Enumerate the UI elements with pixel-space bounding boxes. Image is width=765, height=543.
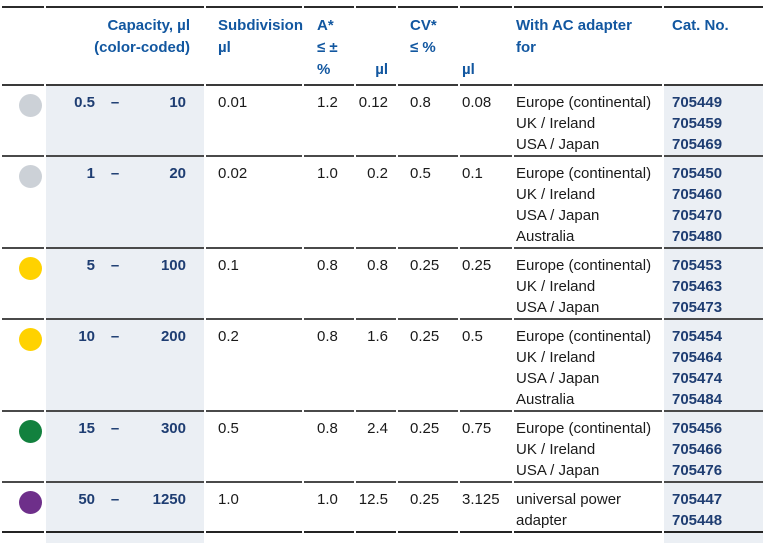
subdivision-cell: 0.02: [206, 157, 302, 249]
capacity-min: 1: [86, 165, 95, 182]
cat-no-cell: 705454 705464 705474 705484: [664, 320, 763, 412]
color-code-dot-icon: [19, 328, 42, 351]
col-header-ac-adapter: With AC adapter for: [514, 6, 662, 86]
adapter-cell: Europe (continental) UK / Ireland USA / …: [514, 320, 662, 412]
capacity-range-cell: 15 – 300: [46, 412, 204, 483]
capacity-min: 10: [78, 328, 95, 345]
adapter-cell: Europe (continental) UK / Ireland USA / …: [514, 412, 662, 483]
col-header-accuracy-ul: µl: [356, 6, 396, 86]
cat-no-cell: 705449 705459 705469: [664, 86, 763, 157]
color-code-dot-icon: [19, 94, 42, 117]
capacity-max: 1250: [152, 491, 186, 508]
cv-percent-cell: 0.8: [398, 86, 458, 157]
range-dash: –: [110, 491, 120, 508]
table-row: 15 – 300 0.5 0.8 2.4 0.25 0.75 Europe (c…: [2, 412, 763, 483]
accuracy-percent-cell: 1.2: [304, 86, 354, 157]
specification-table: Capacity, µl (color-coded) Subdivision µ…: [0, 6, 765, 543]
col-header-accuracy: A* ≤ ± %: [304, 6, 354, 86]
color-dot-cell: [2, 412, 44, 483]
cv-percent-cell: 0.25: [398, 412, 458, 483]
accuracy-percent-cell: 1.0: [304, 483, 354, 533]
color-code-dot-icon: [19, 257, 42, 280]
color-code-dot-icon: [19, 165, 42, 188]
cv-percent-cell: 0.25: [398, 249, 458, 320]
cat-no-cell: 705450 705460 705470 705480: [664, 157, 763, 249]
table-row: 50 – 1250 1.0 1.0 12.5 0.25 3.125 univer…: [2, 483, 763, 533]
adapter-cell: Europe (continental) UK / Ireland USA / …: [514, 249, 662, 320]
col-header-cv-ul: µl: [460, 6, 512, 86]
cat-no-cell: 705453 705463 705473: [664, 249, 763, 320]
capacity-range-cell: 0.5 – 10: [46, 86, 204, 157]
subdivision-cell: 0.1: [206, 249, 302, 320]
color-dot-cell: [2, 86, 44, 157]
range-dash: –: [110, 94, 120, 111]
col-header-cv: CV* ≤ %: [398, 6, 458, 86]
accuracy-ul-cell: 1.6: [356, 320, 396, 412]
accuracy-percent-cell: 1.0: [304, 157, 354, 249]
cv-percent-cell: 0.5: [398, 157, 458, 249]
color-dot-cell: [2, 249, 44, 320]
cv-ul-cell: 0.1: [460, 157, 512, 249]
accuracy-ul-cell: 0.8: [356, 249, 396, 320]
color-dot-cell: [2, 157, 44, 249]
col-header-cat-no: Cat. No.: [664, 6, 763, 86]
table-row: 0.5 – 10 0.01 1.2 0.12 0.8 0.08 Europe (…: [2, 86, 763, 157]
col-header-color-dot: [2, 6, 44, 86]
adapter-cell: Europe (continental) UK / Ireland USA / …: [514, 86, 662, 157]
capacity-max: 10: [169, 94, 186, 111]
cv-ul-cell: 0.5: [460, 320, 512, 412]
capacity-max: 200: [160, 328, 186, 345]
cv-ul-cell: 3.125: [460, 483, 512, 533]
subdivision-cell: 1.0: [206, 483, 302, 533]
accuracy-percent-cell: 0.8: [304, 320, 354, 412]
cv-percent-cell: 0.25: [398, 320, 458, 412]
cat-no-cell: 705456 705466 705476: [664, 412, 763, 483]
cat-no-cell: 705447 705448: [664, 483, 763, 533]
adapter-cell: Europe (continental) UK / Ireland USA / …: [514, 157, 662, 249]
color-code-dot-icon: [19, 420, 42, 443]
table-row: 1 – 20 0.02 1.0 0.2 0.5 0.1 Europe (cont…: [2, 157, 763, 249]
subdivision-cell: 0.5: [206, 412, 302, 483]
cv-ul-cell: 0.08: [460, 86, 512, 157]
capacity-max: 20: [169, 165, 186, 182]
capacity-range-cell: 5 – 100: [46, 249, 204, 320]
col-header-capacity: Capacity, µl (color-coded): [46, 6, 204, 86]
accuracy-ul-cell: 0.2: [356, 157, 396, 249]
range-dash: –: [110, 328, 120, 345]
accuracy-ul-cell: 2.4: [356, 412, 396, 483]
capacity-range-cell: 10 – 200: [46, 320, 204, 412]
capacity-range-cell: 1 – 20: [46, 157, 204, 249]
cv-ul-cell: 0.25: [460, 249, 512, 320]
cv-ul-cell: 0.75: [460, 412, 512, 483]
subdivision-cell: 0.2: [206, 320, 302, 412]
accuracy-ul-cell: 12.5: [356, 483, 396, 533]
cv-percent-cell: 0.25: [398, 483, 458, 533]
range-dash: –: [110, 420, 120, 437]
color-dot-cell: [2, 483, 44, 533]
capacity-range-cell: 50 – 1250: [46, 483, 204, 533]
table-header: Capacity, µl (color-coded) Subdivision µ…: [2, 6, 763, 86]
color-code-dot-icon: [19, 491, 42, 514]
adapter-cell: universal power adapter: [514, 483, 662, 533]
shaded-column-stub-row: [2, 533, 763, 543]
col-header-subdivision: Subdivision µl: [206, 6, 303, 86]
subdivision-cell: 0.01: [206, 86, 302, 157]
capacity-min: 0.5: [74, 94, 95, 111]
table-row: 10 – 200 0.2 0.8 1.6 0.25 0.5 Europe (co…: [2, 320, 763, 412]
range-dash: –: [110, 165, 120, 182]
accuracy-ul-cell: 0.12: [356, 86, 396, 157]
accuracy-percent-cell: 0.8: [304, 412, 354, 483]
accuracy-percent-cell: 0.8: [304, 249, 354, 320]
capacity-min: 15: [78, 420, 95, 437]
range-dash: –: [110, 257, 120, 274]
table-row: 5 – 100 0.1 0.8 0.8 0.25 0.25 Europe (co…: [2, 249, 763, 320]
color-dot-cell: [2, 320, 44, 412]
capacity-max: 300: [160, 420, 186, 437]
capacity-min: 5: [86, 257, 95, 274]
capacity-max: 100: [160, 257, 186, 274]
capacity-min: 50: [78, 491, 95, 508]
